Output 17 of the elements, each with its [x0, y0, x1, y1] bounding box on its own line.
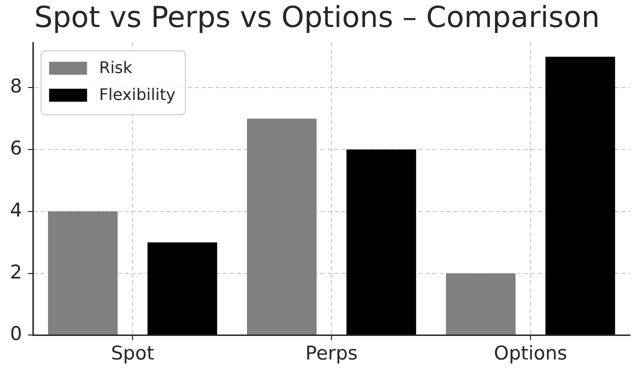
bar	[48, 211, 118, 335]
chart-title: Spot vs Perps vs Options – Comparison	[34, 0, 600, 34]
legend-label: Flexibility	[99, 84, 176, 104]
bar	[246, 118, 317, 335]
legend-label: Risk	[99, 58, 133, 77]
x-tick-label: Perps	[305, 342, 358, 365]
x-tick-label: Spot	[110, 342, 154, 365]
y-tick-label: 2	[10, 261, 22, 284]
y-tick-label: 0	[10, 323, 22, 346]
y-tick-label: 4	[10, 199, 22, 222]
y-tick-label: 8	[10, 76, 22, 98]
bar	[147, 242, 218, 335]
y-tick-label: 6	[10, 137, 22, 160]
bar	[446, 273, 516, 335]
bar	[346, 150, 416, 335]
x-tick-label: Options	[494, 342, 568, 365]
bar	[545, 56, 616, 335]
